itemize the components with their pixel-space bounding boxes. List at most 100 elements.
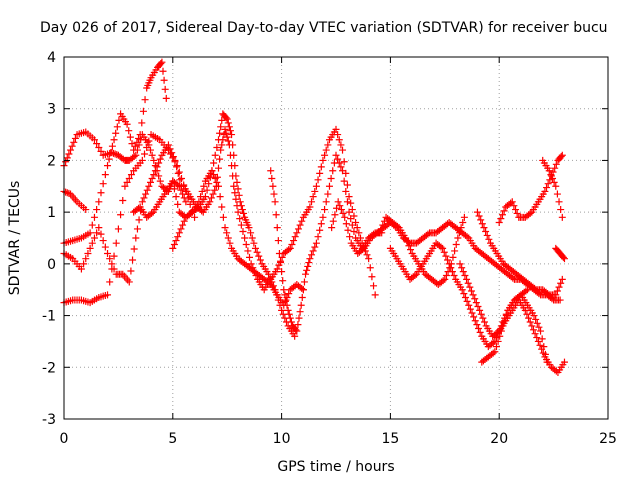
data-point: [169, 244, 177, 252]
data-point: [207, 194, 215, 202]
data-point: [500, 207, 508, 215]
y-tick-label: 0: [47, 257, 56, 273]
data-point: [95, 224, 103, 232]
data-point: [99, 180, 107, 188]
data-point: [302, 270, 310, 278]
data-point: [355, 229, 363, 237]
data-point: [335, 136, 343, 144]
data-point: [311, 243, 319, 251]
data-point: [342, 187, 350, 195]
x-tick-label: 5: [168, 431, 177, 447]
data-point: [368, 273, 376, 281]
data-point: [545, 167, 553, 175]
data-point: [551, 164, 559, 172]
data-point: [558, 151, 566, 159]
data-point: [541, 187, 549, 195]
data-point: [138, 156, 146, 164]
data-point: [179, 221, 187, 229]
data-point: [298, 284, 306, 292]
data-point: [231, 189, 239, 197]
data-point: [473, 208, 481, 216]
data-point: [489, 349, 497, 357]
data-point: [250, 239, 258, 247]
data-point: [275, 250, 283, 258]
data-point: [293, 327, 301, 335]
data-point: [251, 244, 259, 252]
data-point: [557, 279, 565, 287]
data-point: [240, 209, 248, 217]
data-point: [282, 296, 290, 304]
data-point: [480, 224, 488, 232]
data-point: [104, 162, 112, 170]
data-point: [460, 290, 468, 298]
data-point: [458, 264, 466, 272]
data-point: [277, 259, 285, 267]
data-point: [143, 186, 151, 194]
data-point: [241, 234, 249, 242]
data-point: [291, 233, 299, 241]
data-point: [219, 136, 227, 144]
data-point: [249, 264, 257, 272]
y-tick-label: 2: [47, 153, 56, 169]
data-point: [552, 291, 560, 299]
data-point: [346, 233, 354, 241]
data-markers: [60, 58, 568, 376]
data-point: [230, 182, 238, 190]
data-point: [411, 271, 419, 279]
data-point: [157, 59, 165, 67]
data-point: [337, 141, 345, 149]
data-point: [224, 119, 232, 127]
data-point: [345, 208, 353, 216]
y-tick-label: -3: [42, 412, 56, 428]
y-tick-label: 3: [47, 102, 56, 118]
data-point: [319, 156, 327, 164]
data-point: [526, 318, 534, 326]
data-point: [464, 279, 472, 287]
data-point: [439, 244, 447, 252]
data-point: [123, 178, 131, 186]
data-point: [130, 146, 138, 154]
data-point: [552, 367, 560, 375]
data-point: [112, 239, 120, 247]
data-point: [496, 332, 504, 340]
data-point: [340, 158, 348, 166]
data-point: [228, 131, 236, 139]
data-point: [308, 251, 316, 259]
data-point: [495, 218, 503, 226]
data-point: [549, 175, 557, 183]
data-point: [107, 149, 115, 157]
data-point: [483, 231, 491, 239]
data-point: [221, 125, 229, 133]
data-point: [350, 228, 358, 236]
data-point: [497, 215, 505, 223]
data-point: [235, 191, 243, 199]
data-point: [377, 225, 385, 233]
data-point: [347, 215, 355, 223]
data-point: [523, 310, 531, 318]
data-point: [253, 248, 261, 256]
data-point: [334, 155, 342, 163]
data-point: [210, 159, 218, 167]
data-point: [482, 228, 490, 236]
data-point: [203, 186, 211, 194]
data-point: [476, 306, 484, 314]
data-point: [213, 144, 221, 151]
data-point: [336, 202, 344, 210]
data-point: [339, 146, 347, 154]
data-point: [296, 221, 304, 229]
data-point: [95, 198, 103, 206]
data-point: [162, 94, 170, 102]
data-point: [437, 243, 445, 251]
data-point: [175, 168, 183, 176]
data-point: [148, 151, 156, 159]
data-point: [158, 58, 166, 66]
data-point: [218, 116, 226, 124]
data-point: [296, 308, 304, 316]
data-point: [225, 123, 233, 131]
data-point: [82, 255, 90, 263]
data-point: [544, 290, 552, 298]
series-arc-3: [60, 187, 90, 214]
data-point: [108, 142, 116, 150]
series-arc-4: [60, 141, 186, 286]
data-point: [141, 96, 149, 104]
